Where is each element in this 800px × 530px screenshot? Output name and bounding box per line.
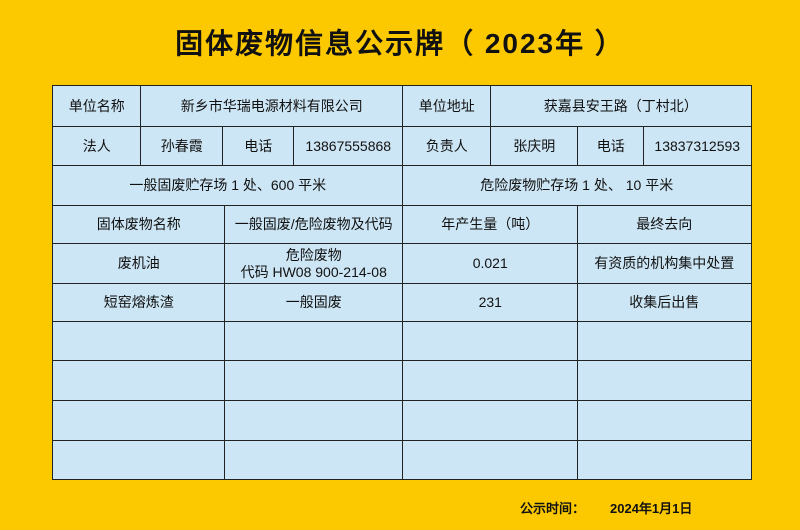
table-cell: [224, 400, 404, 442]
table-cell: [224, 440, 404, 480]
table-cell: 一般固废/危险废物及代码: [224, 205, 404, 245]
table-cell: 危险废物 代码 HW08 900-214-08: [224, 243, 404, 285]
table-cell: 张庆明: [490, 126, 579, 167]
table-cell: [402, 321, 579, 362]
table-cell: 电话: [222, 126, 295, 167]
table-cell: 一般固废贮存场 1 处、600 平米: [52, 165, 404, 207]
table-cell: 固体废物名称: [52, 205, 226, 245]
table-cell: [52, 440, 226, 480]
table-cell: [577, 360, 752, 402]
table-cell: 最终去向: [577, 205, 752, 245]
table-cell: 孙春霞: [140, 126, 224, 167]
table-cell: 危险废物贮存场 1 处、 10 平米: [402, 165, 752, 207]
table-cell: 13867555868: [293, 126, 404, 167]
table-cell: 短窑熔炼渣: [52, 283, 226, 323]
table-cell: [224, 360, 404, 402]
footer-label: 公示时间：: [520, 501, 586, 516]
table-cell: [577, 321, 752, 362]
table-cell: [224, 321, 404, 362]
table-cell: 电话: [577, 126, 645, 167]
table-cell: 收集后出售: [577, 283, 752, 323]
table-cell: 负责人: [402, 126, 492, 167]
footer-date: 2024年1月1日: [610, 501, 693, 516]
table-cell: 13837312593: [643, 126, 752, 167]
table-cell: [577, 440, 752, 480]
table-cell: [402, 400, 579, 442]
table-cell: [577, 400, 752, 442]
table-cell: 废机油: [52, 243, 226, 285]
table-cell: [52, 360, 226, 402]
table-cell: [402, 440, 579, 480]
table-cell: [52, 321, 226, 362]
table-cell: 0.021: [402, 243, 579, 285]
table-cell: 一般固废: [224, 283, 404, 323]
table-cell: 有资质的机构集中处置: [577, 243, 752, 285]
table-cell: 新乡市华瑞电源材料有限公司: [140, 85, 404, 128]
table-cell: 年产生量（吨）: [402, 205, 579, 245]
table-cell: [402, 360, 579, 402]
sign-title: 固体废物信息公示牌（ 2023年 ）: [175, 28, 625, 59]
table-cell: 单位地址: [402, 85, 492, 128]
table-cell: [52, 400, 226, 442]
table-cell: 231: [402, 283, 579, 323]
table-cell: 单位名称: [52, 85, 142, 128]
table-cell: 法人: [52, 126, 142, 167]
table-cell: 获嘉县安王路（丁村北）: [490, 85, 752, 128]
